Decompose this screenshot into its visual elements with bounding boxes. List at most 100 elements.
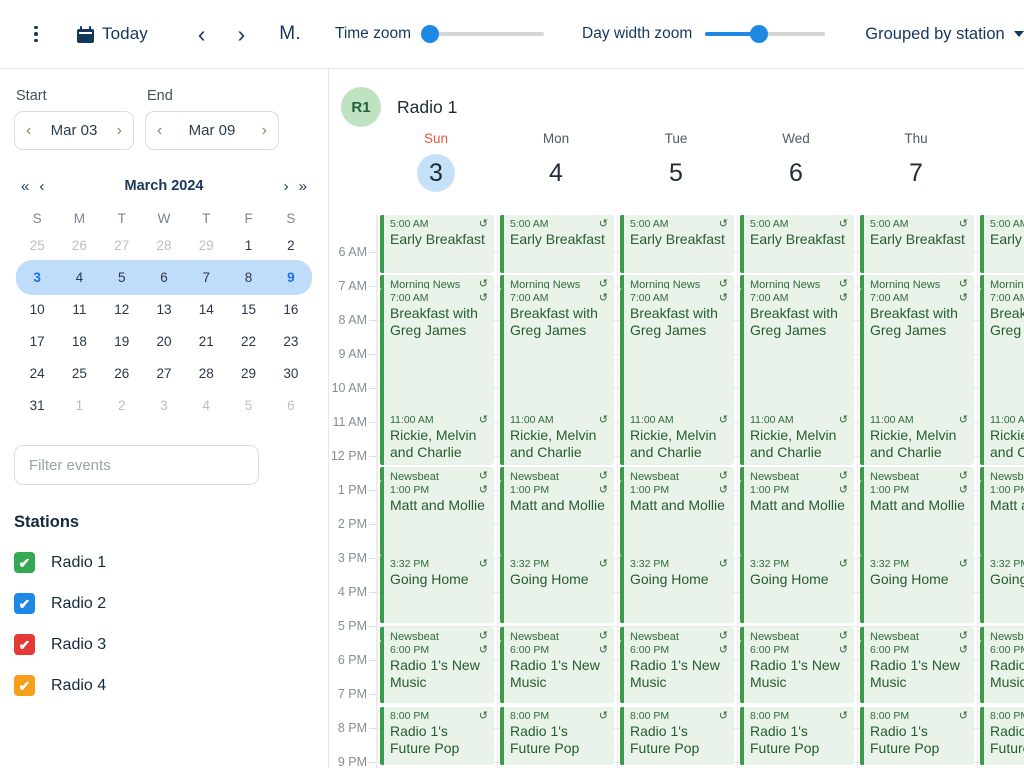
event-block[interactable]: Newsbeat↺ <box>980 467 1024 481</box>
event-block[interactable] <box>380 547 494 555</box>
end-date-stepper[interactable]: ‹ Mar 09 › <box>145 111 279 150</box>
day-lane-fri[interactable]: 5:00 AM↺Early Breakfast Morning News↺7:00… <box>977 215 1024 768</box>
event-block[interactable]: Newsbeat↺ <box>620 467 734 481</box>
calendar-day[interactable]: 11 <box>72 302 87 317</box>
view-mode-label[interactable]: M. <box>279 23 301 44</box>
chevron-right-icon[interactable]: › <box>237 20 246 47</box>
calendar-next-month-icon[interactable]: › <box>283 177 289 195</box>
station-row-1[interactable]: ✔ Radio 1 <box>14 552 314 573</box>
calendar-day[interactable]: 27 <box>156 366 172 381</box>
event-block[interactable]: Morning News↺ <box>500 275 614 289</box>
day-header-mon[interactable]: Mon 4 <box>496 131 616 192</box>
chevron-left-icon[interactable]: ‹ <box>197 20 206 47</box>
calendar-day[interactable]: 30 <box>283 366 299 381</box>
event-block[interactable]: 11:00 AM↺Rickie, Melvin and Charlie <box>860 411 974 465</box>
event-block[interactable]: 5:00 AM↺Early Breakfast <box>500 215 614 273</box>
event-block[interactable]: 11:00 AM↺Rickie, Melvin and Charlie <box>740 411 854 465</box>
start-date-prev-icon[interactable]: ‹ <box>26 121 32 139</box>
event-block[interactable]: 3:32 PM↺Going Home <box>860 555 974 623</box>
event-block[interactable] <box>980 547 1024 555</box>
event-block[interactable]: 7:00 AM↺Breakfast with Greg James <box>740 289 854 419</box>
event-block[interactable]: Morning News↺ <box>620 275 734 289</box>
event-block[interactable]: 7:00 AM↺Breakfast with Greg James <box>980 289 1024 419</box>
event-block[interactable]: 5:00 AM↺Early Breakfast <box>860 215 974 273</box>
calendar-day[interactable]: 18 <box>71 334 87 349</box>
calendar-day[interactable]: 7 <box>202 270 211 285</box>
calendar-first-year-icon[interactable]: « <box>21 177 30 195</box>
calendar-last-year-icon[interactable]: » <box>298 177 307 195</box>
event-block[interactable]: 7:00 AM↺Breakfast with Greg James <box>500 289 614 419</box>
calendar-day[interactable]: 6 <box>287 398 295 413</box>
calendar-day[interactable]: 25 <box>29 238 45 253</box>
calendar-day[interactable]: 3 <box>160 398 168 413</box>
event-block[interactable]: 8:00 PM↺Radio 1's Future Pop <box>620 707 734 765</box>
day-header-thu[interactable]: Thu 7 <box>856 131 976 192</box>
event-block[interactable]: 11:00 AM↺Rickie, Melvin and Charlie <box>500 411 614 465</box>
start-date-stepper[interactable]: ‹ Mar 03 › <box>14 111 134 150</box>
calendar-day[interactable]: 22 <box>241 334 257 349</box>
event-block[interactable]: 1:00 PM↺Matt and Mollie <box>980 481 1024 555</box>
calendar-day[interactable]: 16 <box>283 302 299 317</box>
event-block[interactable]: Newsbeat↺ <box>740 627 854 641</box>
calendar-day[interactable]: 9 <box>287 270 295 285</box>
day-lane-tue[interactable]: 5:00 AM ↺ Early Breakfast Morning News ↺ 7:00… <box>617 215 737 768</box>
station-row-3[interactable]: ✔ Radio 3 <box>14 634 314 655</box>
station-row-4[interactable]: ✔ Radio 4 <box>14 675 314 696</box>
calendar-day[interactable]: 28 <box>198 366 214 381</box>
calendar-day[interactable]: 26 <box>71 238 87 253</box>
calendar-day[interactable]: 20 <box>156 334 172 349</box>
day-lane-mon[interactable]: 5:00 AM ↺ Early Breakfast Morning News ↺ 7:00… <box>497 215 617 768</box>
event-block[interactable] <box>620 547 734 555</box>
event-block[interactable]: 8:00 PM↺Radio 1's Future Pop <box>860 707 974 765</box>
event-block[interactable]: Newsbeat↺ <box>860 627 974 641</box>
calendar-prev-month-icon[interactable]: ‹ <box>39 177 45 195</box>
calendar-day[interactable]: 14 <box>198 302 214 317</box>
event-block[interactable]: Newsbeat↺ <box>740 467 854 481</box>
event-block[interactable]: 5:00 AM↺Early Breakfast <box>620 215 734 273</box>
event-block[interactable]: 3:32 PM↺Going Home <box>980 555 1024 623</box>
event-block[interactable]: 11:00 AM↺Rickie, Melvin and Charlie <box>620 411 734 465</box>
event-block[interactable]: Newsbeat↺ <box>860 467 974 481</box>
event-block[interactable]: 1:00 PM↺Matt and Mollie <box>860 481 974 555</box>
event-block[interactable]: 5:00 AM↺Early Breakfast <box>980 215 1024 273</box>
event-block[interactable]: 3:32 PM↺Going Home <box>500 555 614 623</box>
calendar-day[interactable]: 21 <box>198 334 214 349</box>
event-block[interactable]: 3:32 PM↺Going Home <box>740 555 854 623</box>
calendar-day[interactable]: 25 <box>71 366 87 381</box>
event-block[interactable]: 8:00 PM↺Radio 1's Future Pop <box>500 707 614 765</box>
event-block[interactable]: 11:00 AM↺Rickie, Melvin and Charlie <box>980 411 1024 465</box>
event-block[interactable] <box>740 547 854 555</box>
calendar-day[interactable]: 12 <box>114 302 130 317</box>
event-block[interactable]: Morning News↺ <box>980 275 1024 289</box>
event-block[interactable]: Morning News↺ <box>860 275 974 289</box>
calendar-day[interactable]: 17 <box>29 334 45 349</box>
calendar-day[interactable]: 10 <box>29 302 45 317</box>
calendar-day[interactable]: 29 <box>198 238 214 253</box>
event-block[interactable]: Newsbeat↺ <box>500 627 614 641</box>
calendar-day[interactable]: 5 <box>244 398 253 413</box>
event-block[interactable] <box>860 547 974 555</box>
event-block[interactable]: 8:00 PM↺Radio 1's Future Pop <box>980 707 1024 765</box>
day-lane-sun[interactable]: 5:00 AM ↺ Early Breakfast Morning News ↺ 7:00… <box>377 215 497 768</box>
calendar-day[interactable]: 19 <box>114 334 130 349</box>
day-width-zoom-slider-knob[interactable] <box>750 25 769 43</box>
event-block[interactable]: 8:00 PM↺Radio 1's Future Pop <box>380 707 494 765</box>
day-header-tue[interactable]: Tue 5 <box>616 131 736 192</box>
day-lane-thu[interactable]: 5:00 AM ↺ Early Breakfast Morning News ↺ 7:00… <box>857 215 977 768</box>
calendar-day[interactable]: 1 <box>244 238 253 253</box>
event-block[interactable]: Morning News↺ <box>740 275 854 289</box>
event-block[interactable]: Newsbeat↺ <box>380 627 494 641</box>
event-block[interactable]: 6:00 PM ↺Radio 1's New Music <box>860 641 974 703</box>
end-date-next-icon[interactable]: › <box>261 121 267 139</box>
calendar-day[interactable]: 26 <box>114 366 130 381</box>
calendar-day[interactable]: 3 <box>33 270 41 285</box>
station-checkbox[interactable]: ✔ <box>14 593 35 614</box>
station-checkbox[interactable]: ✔ <box>14 675 35 696</box>
day-width-zoom-slider[interactable] <box>705 24 826 44</box>
calendar-day[interactable]: 1 <box>75 398 84 413</box>
kebab-menu-icon[interactable] <box>18 16 54 52</box>
calendar-day[interactable]: 15 <box>241 302 257 317</box>
event-block[interactable]: 3:32 PM↺Going Home <box>380 555 494 623</box>
today-button[interactable]: Today <box>77 24 148 44</box>
end-date-prev-icon[interactable]: ‹ <box>157 121 163 139</box>
